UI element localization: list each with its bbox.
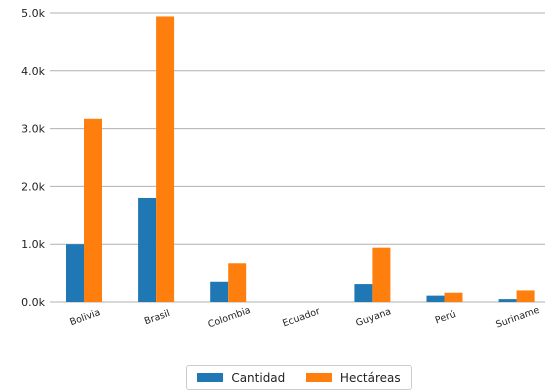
bar-cantidad-0 (66, 244, 84, 302)
bars (66, 16, 535, 303)
y-tick-label: 0.0k (21, 296, 45, 309)
legend-item-cantidad: Cantidad (197, 371, 285, 385)
legend: Cantidad Hectáreas (186, 365, 412, 390)
legend-swatch-cantidad (197, 373, 224, 382)
x-tick-label: Bolivia (68, 307, 102, 328)
x-tick-label: Ecuador (281, 306, 321, 330)
gridlines (50, 12, 545, 303)
y-tick-label: 1.0k (21, 238, 45, 251)
y-tick-label: 3.0k (21, 123, 45, 136)
legend-item-hectareas: Hectáreas (305, 370, 401, 385)
y-tick-label: 5.0k (21, 7, 45, 20)
x-tick-label: Guyana (354, 306, 392, 329)
bar-cantidad-4 (354, 284, 373, 302)
bar-hectáreas-0 (84, 118, 102, 302)
y-tick-label: 4.0k (21, 65, 45, 78)
y-tick-label: 2.0k (21, 180, 45, 193)
bar-cantidad-2 (210, 281, 229, 302)
bar-hectáreas-1 (156, 16, 175, 303)
x-tick-label: Perú (434, 309, 458, 327)
y-axis: 0.0k 1.0k 2.0k 3.0k 4.0k 5.0k (21, 7, 45, 309)
x-tick-label: Suriname (494, 305, 541, 331)
bar-hectáreas-5 (444, 292, 463, 302)
bar-cantidad-5 (426, 295, 445, 302)
x-axis: Bolivia Brasil Colombia Ecuador Guyana Perú Su… (68, 305, 541, 331)
bar-cantidad-6 (498, 299, 517, 302)
legend-label-cantidad: Cantidad (231, 370, 286, 385)
legend-swatch-hectareas (305, 373, 332, 382)
bar-cantidad-1 (138, 197, 157, 302)
bar-hectáreas-2 (228, 263, 247, 302)
x-tick-label: Brasil (143, 308, 172, 327)
bar-hectáreas-4 (372, 247, 391, 302)
x-tick-label: Colombia (206, 305, 252, 331)
legend-label-hectareas: Hectáreas (339, 370, 401, 385)
bar-hectáreas-6 (516, 290, 535, 302)
